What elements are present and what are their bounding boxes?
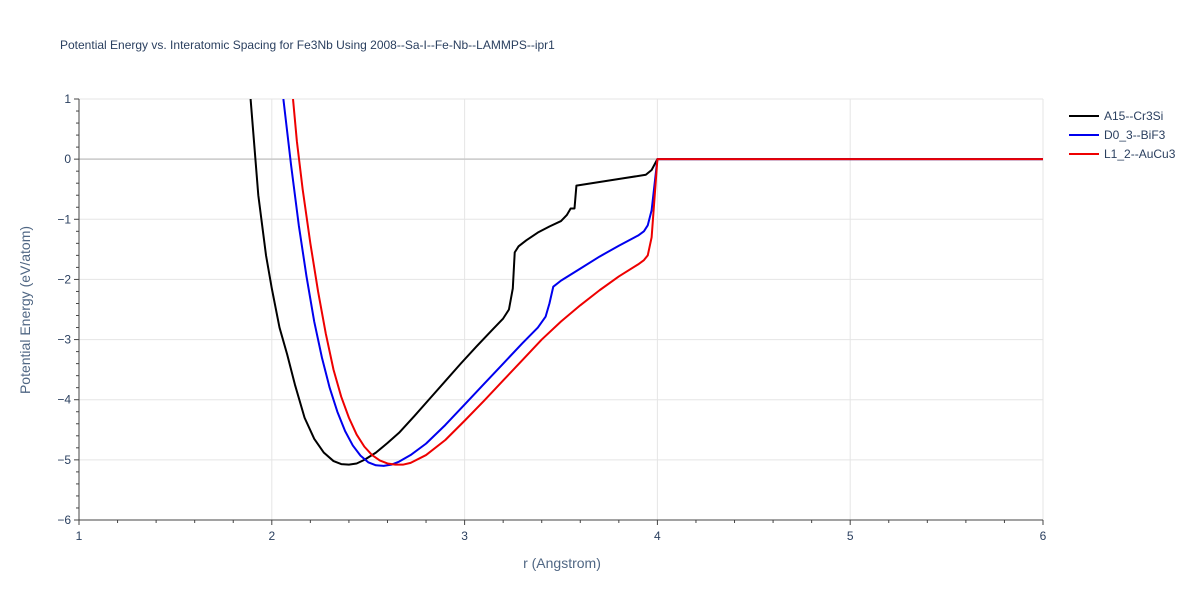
y-tick-label: −4 xyxy=(57,393,71,407)
y-tick-label: 0 xyxy=(64,152,71,166)
y-axis-title: Potential Energy (eV/atom) xyxy=(17,226,33,394)
y-tick-label: −6 xyxy=(57,513,71,527)
x-axis-title: r (Angstrom) xyxy=(523,555,601,571)
x-tick-label: 3 xyxy=(461,529,468,543)
series-layer xyxy=(249,99,1043,467)
y-tick-label: −5 xyxy=(57,453,71,467)
x-tick-label: 5 xyxy=(847,529,854,543)
y-tick-label: −3 xyxy=(57,333,71,347)
x-tick-label: 6 xyxy=(1040,529,1047,543)
x-tick-label: 4 xyxy=(654,529,661,543)
x-tick-label: 1 xyxy=(76,529,83,543)
y-tick-label: 1 xyxy=(64,92,71,106)
series-line-0 xyxy=(249,99,1043,466)
x-tick-label: 2 xyxy=(268,529,275,543)
legend-item-1[interactable]: D0_3--BiF3 xyxy=(1069,128,1166,142)
y-tick-label: −1 xyxy=(57,212,71,226)
legend-label-1: D0_3--BiF3 xyxy=(1104,128,1166,142)
chart-title: Potential Energy vs. Interatomic Spacing… xyxy=(60,38,555,52)
axes-layer: 1 2 3 4 5 6 −6 −5 −4 −3 −2 −1 0 1 xyxy=(57,92,1046,543)
y-tick-label: −2 xyxy=(57,272,71,286)
legend[interactable]: A15--Cr3Si D0_3--BiF3 L1_2--AuCu3 xyxy=(1069,109,1176,161)
series-line-2 xyxy=(292,99,1043,466)
legend-item-2[interactable]: L1_2--AuCu3 xyxy=(1069,147,1176,161)
legend-item-0[interactable]: A15--Cr3Si xyxy=(1069,109,1163,123)
grid-layer xyxy=(79,98,1044,520)
legend-label-2: L1_2--AuCu3 xyxy=(1104,147,1176,161)
legend-label-0: A15--Cr3Si xyxy=(1104,109,1163,123)
series-line-1 xyxy=(282,99,1043,467)
